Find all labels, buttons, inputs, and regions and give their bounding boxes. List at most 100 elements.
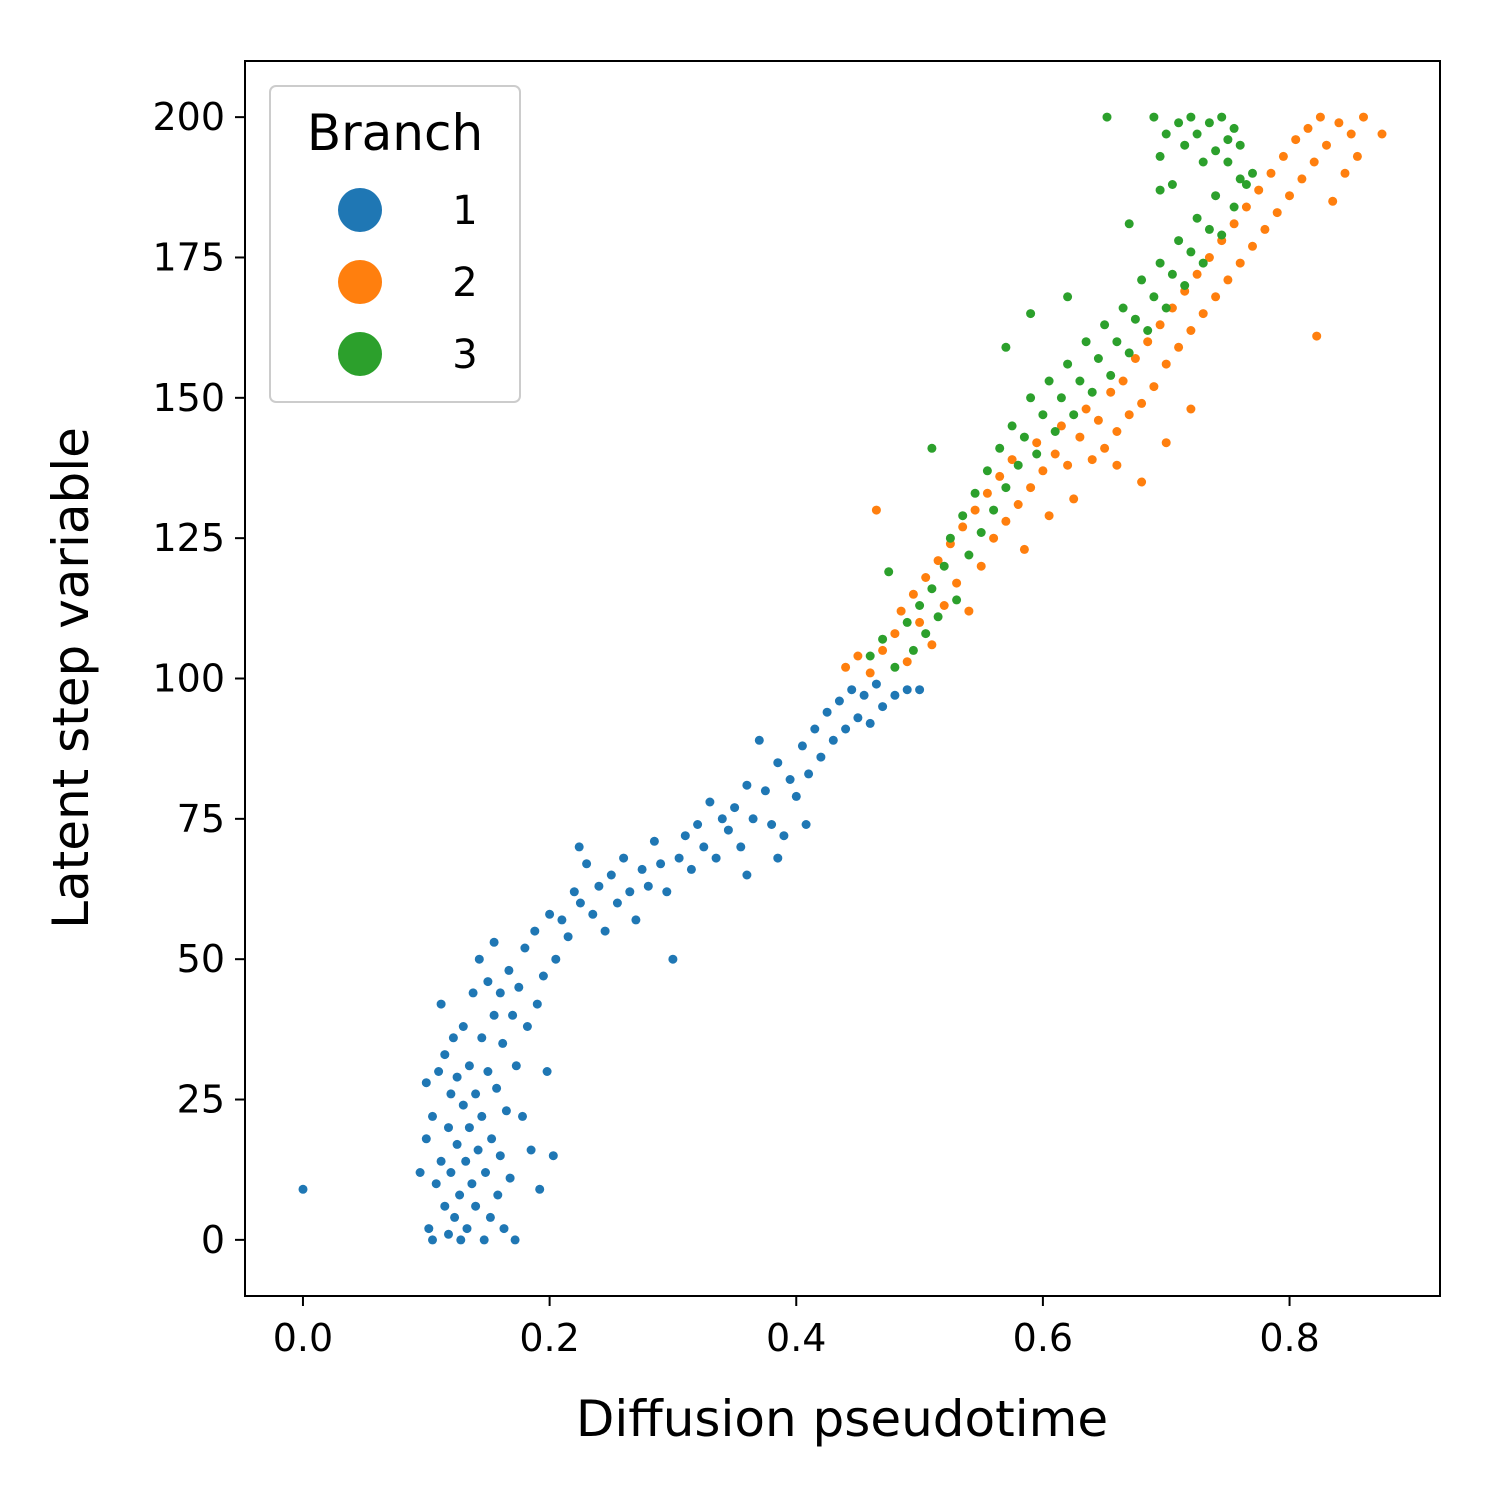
data-point-branch-2 <box>1143 337 1153 347</box>
data-point-branch-3 <box>1149 292 1159 302</box>
data-point-branch-2 <box>1248 241 1257 251</box>
data-point-branch-2 <box>1019 544 1029 554</box>
data-point-branch-2 <box>1130 354 1140 363</box>
data-point-branch-2 <box>1149 382 1159 392</box>
data-point-branch-1 <box>878 702 888 712</box>
x-tick-label: 0.8 <box>1259 1316 1319 1360</box>
data-point-branch-2 <box>1303 123 1313 133</box>
data-point-branch-3 <box>1013 460 1023 470</box>
data-point-branch-3 <box>1063 292 1073 302</box>
y-tick-label: 100 <box>152 657 225 701</box>
y-tick-label: 125 <box>152 516 225 560</box>
data-point-branch-2 <box>1192 269 1202 279</box>
data-point-branch-1 <box>461 1156 471 1166</box>
data-point-branch-1 <box>680 831 690 841</box>
data-point-branch-1 <box>493 1190 503 1200</box>
data-point-branch-2 <box>982 488 992 498</box>
data-point-branch-1 <box>501 1106 511 1116</box>
data-point-branch-2 <box>1056 421 1066 431</box>
data-point-branch-3 <box>1248 168 1257 178</box>
data-point-branch-1 <box>574 842 584 852</box>
data-point-branch-2 <box>1272 208 1282 218</box>
data-point-branch-2 <box>1087 455 1097 465</box>
data-point-branch-1 <box>477 1111 487 1121</box>
data-point-branch-1 <box>298 1184 308 1194</box>
data-point-branch-2 <box>952 578 962 588</box>
data-point-branch-2 <box>995 471 1005 481</box>
data-point-branch-2 <box>890 629 900 639</box>
data-point-branch-1 <box>723 825 733 835</box>
data-point-branch-2 <box>1204 253 1214 262</box>
legend-items: 1 2 3 <box>338 188 478 378</box>
data-point-branch-1 <box>434 1067 444 1076</box>
data-point-branch-1 <box>693 820 703 829</box>
data-point-branch-2 <box>908 589 918 599</box>
data-point-branch-1 <box>481 1168 490 1177</box>
data-point-branch-3 <box>995 443 1005 453</box>
data-point-branch-2 <box>1174 342 1184 352</box>
data-point-branch-2 <box>1254 185 1264 195</box>
data-point-branch-1 <box>474 954 484 964</box>
data-point-branch-2 <box>1297 174 1307 184</box>
data-point-branch-2 <box>878 645 888 655</box>
data-point-branch-2 <box>1346 129 1356 139</box>
data-point-branch-1 <box>511 1061 521 1071</box>
data-point-branch-1 <box>785 775 795 784</box>
data-point-branch-1 <box>711 853 721 863</box>
data-point-branch-2 <box>1340 168 1350 178</box>
data-point-branch-3 <box>1186 247 1196 257</box>
data-point-branch-3 <box>1081 337 1091 347</box>
data-point-branch-1 <box>736 842 746 852</box>
data-point-branch-1 <box>483 1067 493 1076</box>
data-point-branch-2 <box>1260 224 1270 234</box>
data-point-branch-3 <box>1192 129 1202 139</box>
data-point-branch-3 <box>1137 275 1147 285</box>
data-point-branch-1 <box>754 735 764 745</box>
data-point-branch-1 <box>508 1010 518 1020</box>
data-point-branch-1 <box>915 685 925 695</box>
data-point-branch-2 <box>1309 157 1319 167</box>
data-point-branch-3 <box>1167 180 1177 189</box>
legend-label-branch-2: 2 <box>452 260 477 306</box>
data-point-branch-1 <box>421 1134 431 1144</box>
data-point-branch-1 <box>606 870 616 880</box>
data-point-branch-3 <box>1100 320 1110 330</box>
data-point-branch-1 <box>452 1139 462 1149</box>
data-point-branch-2 <box>915 617 925 627</box>
data-point-branch-1 <box>773 853 783 863</box>
data-point-branch-1 <box>637 864 647 874</box>
data-point-branch-1 <box>415 1168 425 1177</box>
data-point-branch-1 <box>686 864 696 874</box>
data-point-branch-1 <box>448 1033 458 1043</box>
data-point-branch-3 <box>1198 258 1208 268</box>
y-tick-label: 75 <box>177 797 225 841</box>
data-point-branch-3 <box>1130 314 1140 324</box>
data-point-branch-3 <box>1161 303 1171 313</box>
data-point-branch-1 <box>542 1067 552 1076</box>
data-point-branch-3 <box>1235 140 1245 150</box>
data-point-branch-1 <box>450 1212 460 1222</box>
y-tick-label: 150 <box>152 376 225 420</box>
data-point-branch-3 <box>1180 140 1190 150</box>
data-point-branch-1 <box>492 1083 502 1093</box>
data-point-branch-1 <box>440 1201 450 1211</box>
data-point-branch-3 <box>1229 202 1239 212</box>
data-point-branch-2 <box>964 606 974 616</box>
data-point-branch-1 <box>656 859 666 869</box>
data-point-branch-1 <box>631 915 641 925</box>
data-point-branch-2 <box>970 505 980 515</box>
data-point-branch-1 <box>444 1123 453 1133</box>
data-point-branch-1 <box>473 1145 483 1155</box>
data-point-branch-1 <box>545 909 555 919</box>
data-point-branch-3 <box>1038 410 1048 420</box>
data-point-branch-1 <box>471 1089 481 1099</box>
data-point-branch-1 <box>436 1156 446 1166</box>
data-point-branch-3 <box>1106 370 1116 380</box>
x-axis-ticks: 0.0 0.2 0.4 0.6 0.8 <box>273 1296 1320 1360</box>
data-point-branch-3 <box>1087 387 1097 397</box>
data-point-branch-2 <box>1198 309 1208 319</box>
data-point-branch-3 <box>865 651 875 661</box>
data-point-branch-1 <box>520 943 530 953</box>
data-point-branch-1 <box>489 1010 499 1020</box>
data-point-branch-1 <box>485 1212 495 1222</box>
